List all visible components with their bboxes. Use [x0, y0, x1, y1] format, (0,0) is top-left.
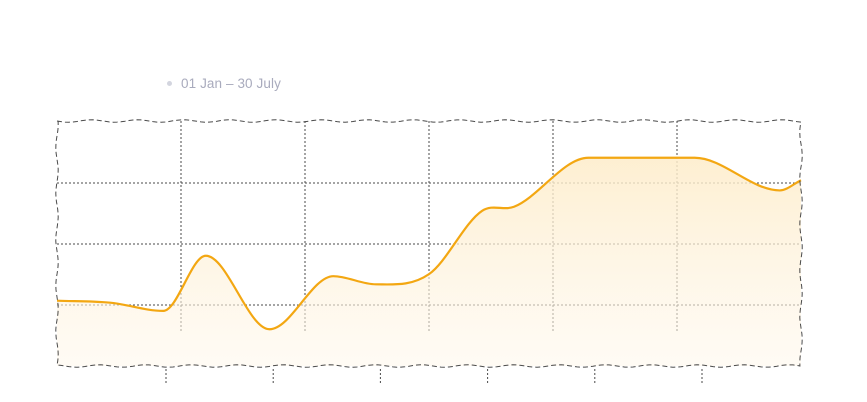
legend-marker: [167, 81, 172, 86]
x-axis-ticks: [165, 369, 703, 384]
legend: 01 Jan – 30 July: [167, 76, 281, 91]
series-area-fill: [57, 157, 801, 366]
legend-date-range: 01 Jan – 30 July: [181, 76, 281, 91]
plot-frame: [55, 119, 803, 368]
series-line: [56, 156, 802, 331]
